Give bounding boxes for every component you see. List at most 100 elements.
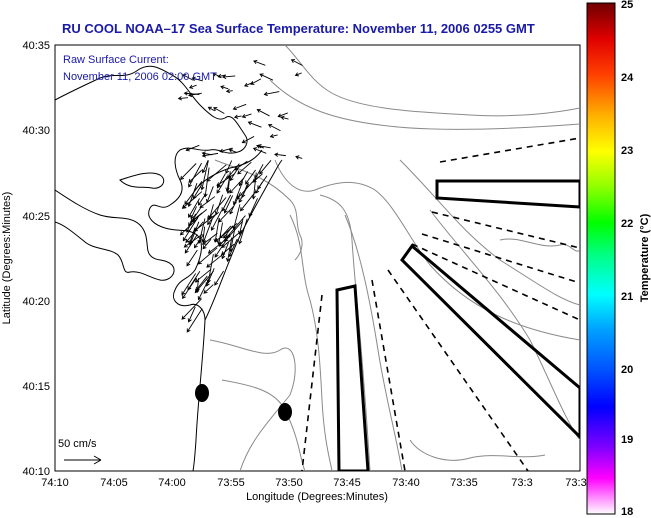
colorbar-tick: 23: [621, 145, 633, 157]
bathymetry-contour: [409, 439, 546, 461]
current-vector: [216, 173, 226, 189]
current-vector: [274, 152, 286, 157]
current-vector: [213, 217, 220, 243]
sampling-box: [435, 179, 580, 209]
current-vector: [206, 254, 223, 268]
current-vector: [217, 222, 223, 246]
y-axis: 40:35 40:30 40:25 40:20 40:15 40:10: [22, 40, 50, 478]
current-vector: [203, 284, 214, 294]
current-vector: [225, 172, 231, 192]
current-vector: [210, 210, 223, 231]
colorbar-tick: 25: [621, 0, 633, 11]
x-tick-label: 74:00: [158, 477, 186, 489]
dashed-line: [431, 211, 580, 249]
current-vector: [188, 162, 202, 188]
current-vector: [188, 227, 196, 246]
x-tick-label: 73:3: [511, 477, 532, 489]
current-vector: [181, 273, 197, 296]
bathymetry-contour: [499, 238, 580, 252]
current-vector: [181, 298, 202, 320]
current-vector: [179, 218, 199, 236]
current-vector: [188, 169, 202, 183]
current-vector: [241, 136, 255, 144]
current-vector: [216, 176, 228, 194]
current-vector: [259, 73, 274, 81]
current-vector: [245, 169, 256, 185]
scale-arrow: [64, 455, 102, 465]
y-tick-label: 40:10: [22, 466, 50, 478]
current-vector: [250, 78, 262, 85]
current-vector: [203, 167, 210, 198]
current-vector: [290, 59, 303, 66]
current-vector: [207, 212, 218, 226]
current-vector: [237, 161, 252, 175]
current-vector: [193, 234, 204, 249]
current-vector: [252, 147, 267, 154]
current-vector: [207, 106, 215, 112]
current-vector: [223, 195, 234, 214]
current-vector: [197, 279, 210, 301]
coastline: [119, 172, 165, 189]
current-vector: [186, 308, 203, 333]
current-vector: [206, 164, 227, 182]
current-vector: [200, 160, 209, 191]
current-vector: [263, 91, 280, 97]
x-tick-label: 73:45: [333, 477, 361, 489]
current-vector: [277, 112, 288, 118]
colorbar-tick: 20: [621, 364, 633, 376]
current-vector: [184, 234, 198, 254]
current-vector: [256, 108, 270, 117]
mooring-marker: [195, 384, 209, 402]
x-tick-label: 73:35: [450, 477, 478, 489]
current-vector: [253, 59, 266, 66]
y-tick-label: 40:35: [22, 40, 50, 52]
bathymetry-contour: [429, 209, 580, 441]
current-vector: [214, 270, 224, 286]
current-vector: [259, 159, 272, 175]
colorbar-tick: 19: [621, 434, 633, 446]
current-vector: [238, 218, 248, 245]
x-tick-label: 73:55: [217, 477, 245, 489]
coastline: [55, 189, 175, 281]
current-vector: [181, 196, 197, 209]
y-tick-label: 40:25: [22, 211, 50, 223]
current-vector: [188, 198, 200, 218]
current-vector: [212, 72, 221, 78]
current-vector: [197, 247, 218, 265]
y-tick-label: 40:20: [22, 296, 50, 308]
sampling-box: [400, 243, 580, 440]
dashed-line: [421, 233, 580, 284]
dashed-line: [387, 269, 529, 471]
colorbar-tick: 18: [621, 506, 633, 518]
dashed-line: [411, 243, 580, 321]
bathymetry-contour: [284, 45, 580, 117]
colorbar-label: Temperature (°C): [639, 213, 651, 302]
current-vector: [182, 74, 194, 81]
bathymetry-contour: [289, 214, 333, 471]
colorbar-tick: 22: [621, 218, 633, 230]
scale-label: 50 cm/s: [58, 438, 97, 450]
x-axis: 74:10 74:05 74:00 73:55 73:50 73:45 73:4…: [41, 477, 586, 489]
current-vector: [182, 277, 197, 300]
coastline: [194, 149, 263, 191]
colorbar-tick: 21: [621, 291, 633, 303]
current-vector: [269, 133, 278, 139]
current-vector: [252, 173, 263, 183]
current-vector: [229, 177, 245, 194]
dashed-line: [439, 137, 580, 163]
current-vector: [202, 232, 218, 245]
current-vector: [257, 175, 268, 190]
current-vector: [232, 103, 247, 111]
current-vector: [220, 85, 229, 90]
current-vector: [187, 306, 196, 323]
current-vector: [201, 152, 219, 158]
coastline: [55, 65, 248, 471]
current-vector: [218, 236, 228, 247]
current-vector: [207, 197, 227, 221]
current-vector: [219, 147, 233, 153]
current-vector: [213, 107, 225, 114]
current-vector: [186, 249, 198, 267]
current-vector: [295, 155, 303, 160]
current-label: Raw Surface Current:: [63, 54, 169, 66]
current-vector: [222, 74, 236, 80]
